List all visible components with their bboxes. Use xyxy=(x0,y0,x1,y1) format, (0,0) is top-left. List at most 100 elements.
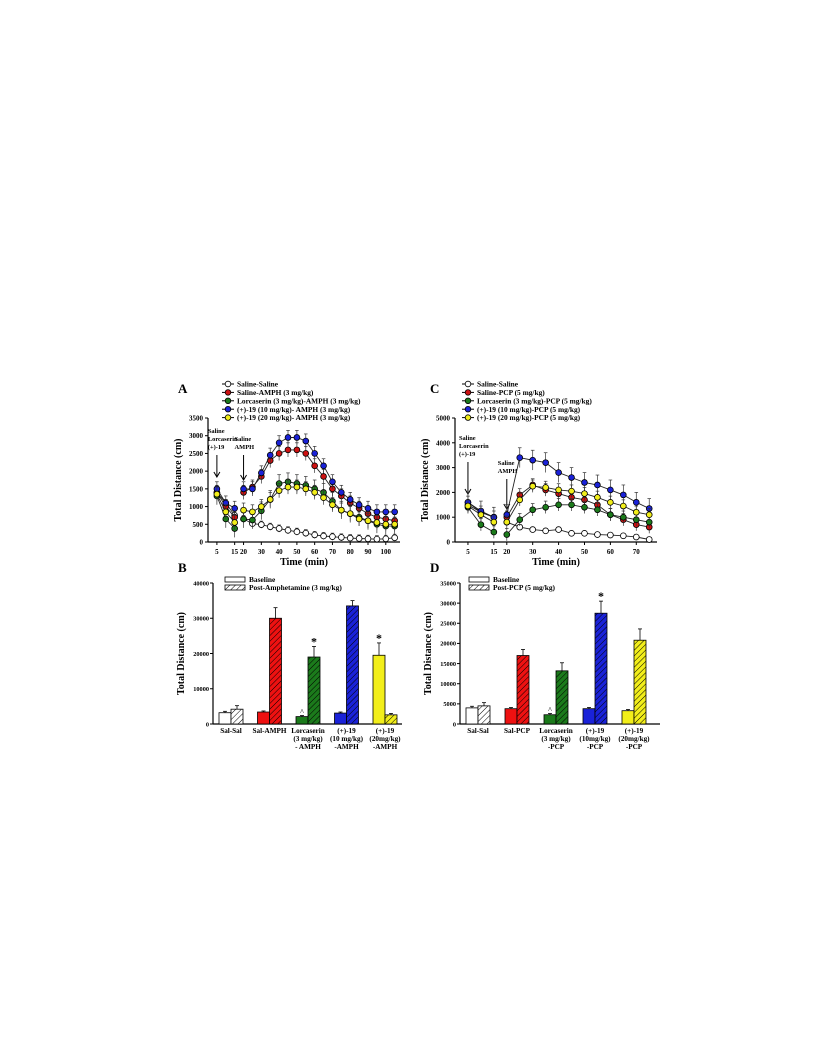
category-label: (3 mg/kg) xyxy=(541,735,571,743)
legend-entry: Post-PCP (5 mg/kg) xyxy=(493,583,556,592)
y-tick-label: 0 xyxy=(206,721,209,728)
data-point xyxy=(529,456,536,464)
legend-entry: Baseline xyxy=(493,575,520,584)
data-point xyxy=(620,491,627,499)
data-point xyxy=(568,474,575,481)
category-label: Sal-PCP xyxy=(504,727,531,735)
data-point xyxy=(529,482,536,490)
data-point xyxy=(594,506,601,514)
y-tick-label: 5000 xyxy=(436,415,451,423)
y-tick-label: 1000 xyxy=(436,514,451,522)
data-point xyxy=(382,520,390,528)
y-tick-label: 25000 xyxy=(440,621,456,628)
significance-mark: * xyxy=(311,634,317,648)
x-tick-label: 20 xyxy=(503,548,511,556)
data-point xyxy=(275,525,283,532)
data-point xyxy=(213,490,221,498)
data-point xyxy=(594,481,601,489)
data-point xyxy=(338,489,345,496)
category-label: (10mg/kg) xyxy=(579,735,611,743)
data-point xyxy=(284,446,292,454)
data-point xyxy=(329,501,336,509)
data-point xyxy=(632,533,640,541)
data-point xyxy=(320,532,327,540)
y-tick-label: 30000 xyxy=(193,616,209,623)
x-tick-label: 5 xyxy=(466,548,470,556)
y-tick-label: 0 xyxy=(200,539,204,547)
data-point xyxy=(555,501,562,509)
x-tick-label: 20 xyxy=(240,548,248,556)
data-point xyxy=(607,511,614,519)
bar-post xyxy=(230,708,244,725)
legend-entry: (+)-19 (20 mg/kg)- AMPH (3 mg/kg) xyxy=(237,413,351,422)
y-tick-label: 35000 xyxy=(440,580,456,587)
bar-baseline xyxy=(218,712,232,725)
y-axis-label: Total Distance (cm) xyxy=(176,612,187,695)
arrow-head xyxy=(213,471,221,478)
x-axis-label: Time (min) xyxy=(280,557,328,568)
bar-post xyxy=(633,639,647,725)
data-point xyxy=(382,508,390,516)
data-point xyxy=(346,510,354,517)
legend-swatch-post xyxy=(468,584,490,591)
y-tick-label: 500 xyxy=(193,521,204,529)
data-point xyxy=(364,535,372,543)
x-axis-label: Time (min) xyxy=(532,557,580,568)
data-point xyxy=(555,526,562,533)
y-tick-label: 2000 xyxy=(189,468,204,476)
series-line xyxy=(506,521,650,540)
data-point xyxy=(249,508,256,516)
legend-marker xyxy=(224,414,232,421)
data-point xyxy=(329,533,336,540)
data-point xyxy=(581,490,588,497)
legend-entry: Saline-AMPH (3 mg/kg) xyxy=(237,388,314,397)
significance-mark: ^ xyxy=(300,708,304,717)
line-chart-a: 0 500 1000 1500 2000 2500 3000 3500 5 15 20 30 40 50 6… xyxy=(173,380,400,568)
arrow-head xyxy=(240,474,247,481)
x-tick-label: 100 xyxy=(381,548,392,556)
significance-mark: * xyxy=(598,589,604,603)
y-tick-label: 20000 xyxy=(440,641,456,648)
data-point xyxy=(632,499,640,506)
series-line xyxy=(506,504,650,535)
bar-post xyxy=(594,612,608,725)
y-tick-label: 1500 xyxy=(189,485,204,493)
bar-baseline xyxy=(621,710,635,725)
category-label: (+)-19 xyxy=(376,727,395,735)
category-label: -PCP xyxy=(548,743,565,751)
data-point xyxy=(258,469,265,477)
data-point xyxy=(581,479,588,486)
y-tick-label: 10000 xyxy=(193,686,209,693)
x-tick-label: 40 xyxy=(555,548,563,556)
legend-entry: Lorcaserin (3 mg/kg)-AMPH (3 mg/kg) xyxy=(237,396,361,405)
annotation-text: Saline xyxy=(498,460,515,467)
y-axis-label: Total Distance (cm) xyxy=(423,612,434,695)
series-line xyxy=(506,485,650,523)
data-point xyxy=(645,536,653,543)
legend-entry: Lorcaserin (3 mg/kg)-PCP (5 mg/kg) xyxy=(477,396,592,405)
y-tick-label: 0 xyxy=(447,539,451,547)
data-point xyxy=(320,473,327,480)
bar-baseline xyxy=(465,707,479,725)
data-point xyxy=(555,486,562,494)
data-point xyxy=(284,483,292,491)
panel-letter-a: A xyxy=(178,381,188,396)
legend-marker xyxy=(224,406,232,413)
annotation-text: Saline xyxy=(459,435,476,442)
y-tick-label: 30000 xyxy=(440,600,456,607)
data-point xyxy=(542,503,549,511)
y-tick-label: 40000 xyxy=(193,580,209,587)
x-tick-label: 90 xyxy=(365,548,373,556)
data-point xyxy=(477,521,485,528)
x-tick-label: 70 xyxy=(329,548,337,556)
data-point xyxy=(346,534,354,542)
bar-baseline xyxy=(582,708,596,725)
significance-mark: * xyxy=(376,631,382,645)
data-point xyxy=(373,519,381,526)
category-label: Lorcaserin xyxy=(291,727,324,735)
legend-marker xyxy=(464,414,472,421)
data-point xyxy=(355,515,363,523)
data-point xyxy=(529,506,536,514)
x-tick-label: 40 xyxy=(276,548,284,556)
data-point xyxy=(581,503,588,511)
